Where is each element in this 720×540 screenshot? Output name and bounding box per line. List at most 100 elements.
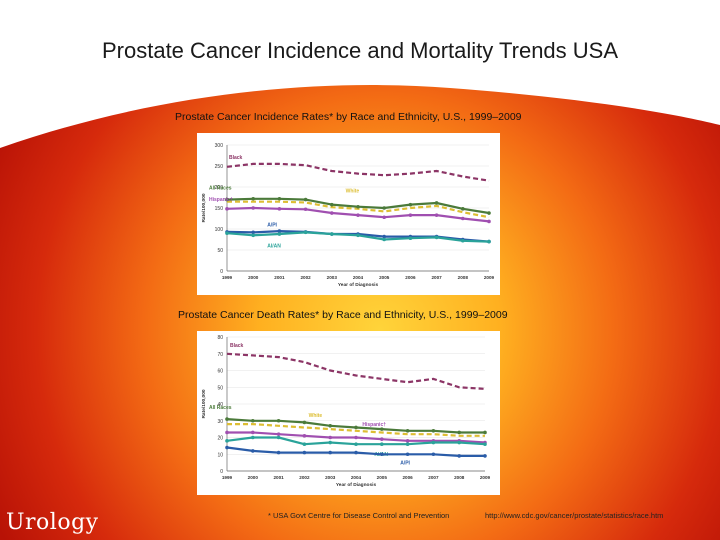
data-point-all_races — [457, 430, 462, 435]
x-tick-label: 2000 — [248, 475, 259, 480]
x-tick-label: 2007 — [428, 475, 439, 480]
data-point-api — [302, 450, 307, 455]
data-point-hispanic — [382, 215, 386, 220]
series-label-hispanic: Hispanic† — [362, 422, 386, 428]
x-tick-label: 2000 — [248, 275, 259, 280]
x-tick-label: 2009 — [480, 475, 491, 480]
source-link[interactable]: http://www.cdc.gov/cancer/prostate/stati… — [485, 511, 664, 520]
y-tick-label: 30 — [217, 419, 223, 425]
y-tick-label: 0 — [220, 269, 223, 275]
incidence-chart-title: Prostate Cancer Incidence Rates* by Race… — [175, 111, 522, 123]
y-tick-label: 10 — [217, 452, 223, 458]
data-point-all_races — [461, 207, 465, 211]
incidence-chart: 0 50 100 150 200 250 300 1999 2000 2001 2002 2003 20… — [201, 143, 495, 288]
footnote: * USA Govt Centre for Disease Control an… — [268, 511, 450, 520]
x-tick-label: 2003 — [325, 475, 336, 480]
x-tick-label: 2001 — [274, 275, 285, 280]
y-tick-label: 20 — [217, 436, 223, 442]
data-point-api — [251, 230, 255, 235]
data-point-api — [382, 234, 386, 239]
data-point-all_races — [251, 418, 255, 423]
data-point-all_races — [483, 430, 487, 435]
data-point-hispanic — [356, 213, 360, 217]
series-label-all_races: All Races — [209, 186, 232, 192]
y-tick-label: 250 — [215, 164, 224, 170]
data-point-hispanic — [225, 430, 229, 435]
data-point-all_races — [487, 211, 491, 215]
data-point-hispanic — [328, 435, 332, 440]
data-point-all_races — [276, 418, 281, 423]
data-point-all_races — [354, 425, 358, 430]
data-point-aian — [461, 238, 465, 243]
x-tick-label: 2004 — [353, 275, 364, 280]
y-tick-label: 300 — [215, 143, 224, 149]
series-line-black — [226, 162, 490, 182]
data-point-all_races — [380, 427, 384, 431]
data-point-all_races — [225, 197, 229, 202]
y-tick-label: 150 — [215, 206, 224, 212]
data-point-hispanic — [225, 207, 229, 211]
y-tick-label: 70 — [217, 352, 223, 358]
data-point-aian — [251, 435, 255, 440]
data-point-aian — [483, 442, 487, 446]
y-tick-label: 60 — [217, 369, 223, 375]
data-point-aian — [431, 440, 436, 445]
x-tick-label: 2008 — [458, 275, 469, 280]
x-tick-label: 1999 — [222, 475, 233, 480]
data-point-api — [277, 229, 282, 233]
series-label-white: White — [309, 413, 323, 419]
data-point-all_races — [405, 429, 410, 433]
series-label-black: Black — [230, 343, 244, 349]
x-tick-label: 2008 — [454, 475, 465, 480]
data-point-api — [483, 454, 487, 458]
urology-logo: Urology — [6, 510, 99, 535]
x-tick-label: 2006 — [402, 475, 413, 480]
data-point-all_races — [434, 201, 439, 205]
data-point-all_races — [356, 204, 360, 209]
data-point-aian — [276, 435, 281, 440]
data-point-aian — [354, 442, 358, 446]
data-point-aian — [487, 239, 491, 244]
x-axis-label: Year of Diagnosis — [338, 282, 379, 288]
x-tick-label: 2002 — [300, 275, 311, 280]
data-point-all_races — [225, 417, 229, 421]
data-point-hispanic — [405, 439, 410, 443]
data-point-hispanic — [302, 434, 307, 438]
data-point-hispanic — [408, 213, 413, 217]
x-tick-label: 1999 — [222, 275, 233, 280]
x-tick-label: 2004 — [351, 475, 362, 480]
data-point-hispanic — [487, 219, 491, 224]
data-point-hispanic — [303, 207, 308, 212]
series-label-white: White — [346, 189, 360, 195]
data-point-hispanic — [380, 437, 384, 441]
series-label-all_races: All Races — [209, 405, 232, 411]
data-point-aian — [356, 233, 360, 238]
data-point-all_races — [382, 206, 386, 210]
data-point-aian — [405, 442, 410, 446]
y-tick-label: 100 — [215, 227, 224, 233]
data-point-aian — [251, 233, 255, 238]
series-label-hispanic: Hispanic† — [209, 197, 233, 203]
data-point-hispanic — [251, 430, 255, 435]
death-chart: 0 10 20 30 40 50 60 70 80 1999 2000 2001 2002 2003 200… — [201, 335, 491, 488]
data-point-aian — [328, 440, 332, 445]
incidence-chart-panel: 0 50 100 150 200 250 300 1999 2000 2001 2002 2003 20… — [197, 133, 500, 295]
death-chart-panel: 0 10 20 30 40 50 60 70 80 1999 2000 2001 2002 2003 200… — [197, 331, 500, 495]
data-point-aian — [303, 230, 308, 235]
series-label-api: A/PI — [267, 222, 277, 228]
data-point-api — [457, 454, 462, 458]
x-tick-label: 2009 — [484, 275, 495, 280]
data-point-hispanic — [461, 216, 465, 221]
data-point-api — [354, 450, 358, 455]
data-point-aian — [225, 231, 229, 235]
data-point-aian — [302, 442, 307, 446]
data-point-api — [276, 450, 281, 455]
y-tick-label: 0 — [220, 469, 223, 475]
data-point-api — [225, 445, 229, 450]
data-point-hispanic — [276, 432, 281, 436]
series-line-white — [227, 422, 485, 437]
data-point-hispanic — [330, 211, 334, 215]
data-point-all_races — [431, 429, 436, 433]
x-tick-label: 2006 — [405, 275, 416, 280]
data-point-aian — [382, 237, 386, 242]
